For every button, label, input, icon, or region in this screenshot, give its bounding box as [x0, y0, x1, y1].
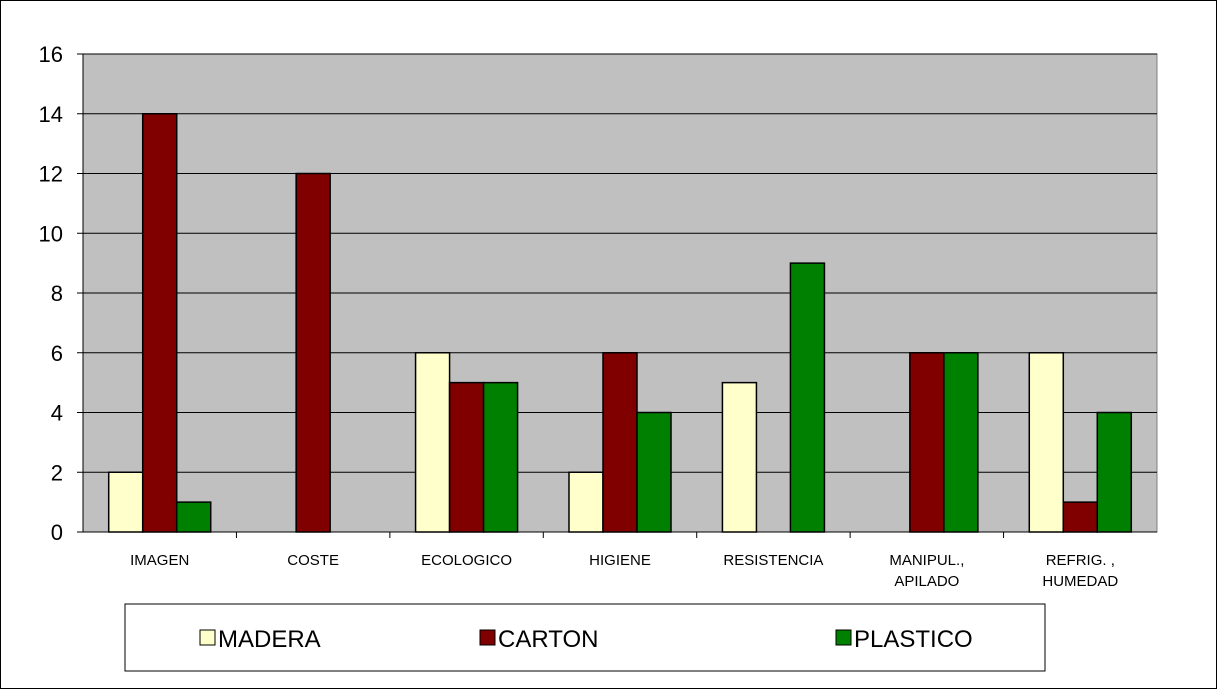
x-tick-label: APILADO	[894, 573, 959, 590]
bar	[482, 381, 519, 533]
bar	[943, 352, 979, 533]
legend-label: CARTON	[498, 626, 598, 653]
bar	[107, 471, 144, 533]
bar	[414, 352, 451, 533]
legend-box	[124, 603, 1046, 672]
bar	[1096, 411, 1133, 533]
bar	[909, 352, 945, 533]
x-tick-label: COSTE	[287, 552, 339, 569]
bar	[789, 262, 826, 533]
bar	[568, 471, 604, 533]
legend-swatch	[835, 629, 852, 646]
legend-swatch	[199, 629, 216, 646]
y-tick-label: 6	[51, 341, 63, 366]
y-tick-label: 10	[39, 221, 63, 246]
legend-label: MADERA	[218, 626, 321, 653]
bar	[141, 113, 178, 533]
bar	[448, 381, 485, 533]
x-tick-label: RESISTENCIA	[723, 552, 823, 569]
y-tick-label: 12	[39, 162, 63, 187]
bar	[1028, 352, 1065, 533]
legend-label: PLASTICO	[854, 626, 973, 653]
bar	[721, 381, 758, 533]
x-tick-label: ECOLOGICO	[421, 552, 512, 569]
x-tick-label: HUMEDAD	[1042, 573, 1118, 590]
x-tick-label: MANIPUL.,	[889, 552, 964, 569]
bar	[295, 172, 331, 533]
y-tick-label: 16	[39, 42, 63, 67]
x-tick-label: HIGIENE	[589, 552, 651, 569]
bar	[1062, 501, 1099, 533]
y-tick-label: 2	[51, 460, 63, 485]
legend-swatch	[479, 629, 496, 646]
y-tick-label: 4	[51, 401, 63, 426]
y-tick-label: 8	[51, 281, 63, 306]
bar	[602, 352, 638, 533]
y-tick-label: 0	[51, 520, 63, 545]
bar	[175, 501, 212, 533]
y-tick-label: 14	[39, 102, 63, 127]
bar	[636, 411, 672, 533]
x-tick-label: REFRIG. ,	[1046, 552, 1115, 569]
x-tick-label: IMAGEN	[130, 552, 189, 569]
